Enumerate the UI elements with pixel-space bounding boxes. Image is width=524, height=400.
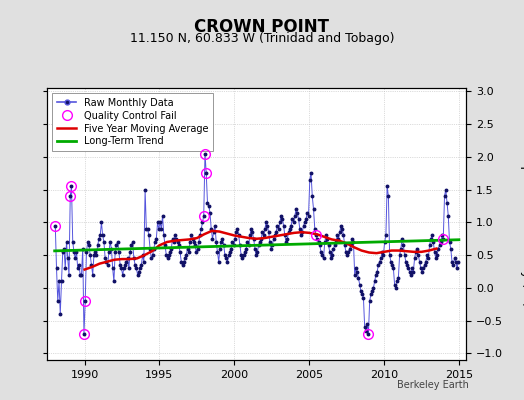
Text: Berkeley Earth: Berkeley Earth [397,380,469,390]
Text: 11.150 N, 60.833 W (Trinidad and Tobago): 11.150 N, 60.833 W (Trinidad and Tobago) [130,32,394,45]
Legend: Raw Monthly Data, Quality Control Fail, Five Year Moving Average, Long-Term Tren: Raw Monthly Data, Quality Control Fail, … [52,93,213,151]
Y-axis label: Temperature Anomaly (°C): Temperature Anomaly (°C) [520,140,524,308]
Text: CROWN POINT: CROWN POINT [194,18,330,36]
